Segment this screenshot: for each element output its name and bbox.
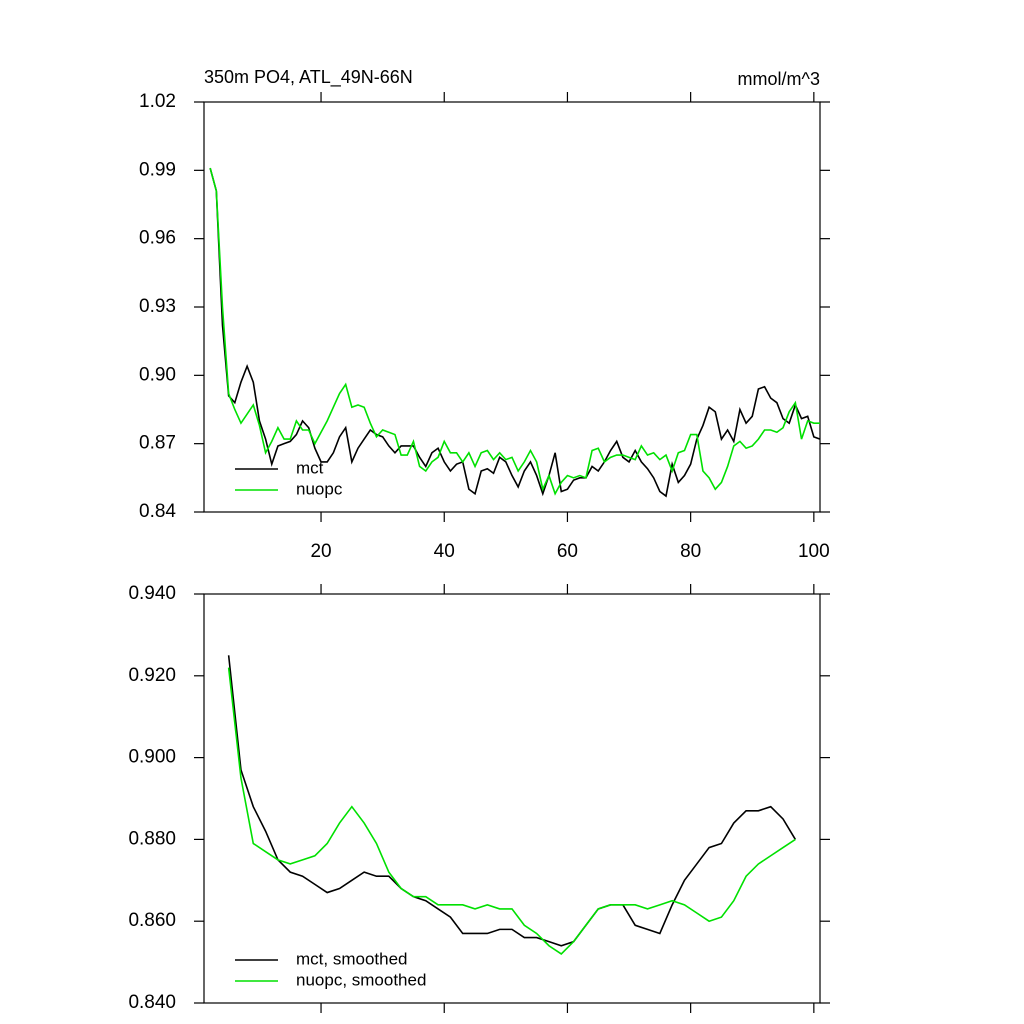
- y-tick-label: 0.940: [128, 583, 176, 604]
- chart-title: 350m PO4, ATL_49N-66N: [204, 67, 413, 88]
- x-tick-label: 20: [310, 541, 331, 562]
- x-tick-label: 60: [557, 541, 578, 562]
- series-line: [227, 667, 796, 955]
- y-tick-label: 0.93: [139, 296, 176, 317]
- units-label: mmol/m^3: [738, 69, 820, 89]
- legend-label: nuopc, smoothed: [296, 970, 426, 989]
- plot-frame: [203, 593, 821, 1004]
- y-tick-label: 0.900: [128, 747, 176, 768]
- plot-frame: [203, 101, 821, 513]
- y-tick-label: 0.860: [128, 910, 176, 931]
- x-tick-label: 40: [434, 541, 455, 562]
- y-tick-label: 0.840: [128, 992, 176, 1013]
- x-tick-label: 100: [798, 541, 830, 562]
- series-line: [209, 167, 820, 496]
- y-tick-label: 1.02: [139, 91, 176, 112]
- series-line: [227, 655, 797, 947]
- y-tick-label: 0.84: [139, 501, 176, 522]
- y-tick-label: 0.96: [139, 228, 176, 249]
- legend-label: nuopc: [296, 479, 343, 498]
- y-tick-label: 0.880: [128, 828, 176, 849]
- y-tick-label: 0.99: [139, 159, 176, 180]
- y-tick-label: 0.87: [139, 433, 176, 454]
- legend-label: mct, smoothed: [296, 949, 408, 968]
- series-line: [209, 167, 821, 498]
- y-tick-label: 0.920: [128, 665, 176, 686]
- y-tick-label: 0.90: [139, 364, 176, 385]
- legend-label: mct: [296, 458, 324, 477]
- x-tick-label: 80: [680, 541, 701, 562]
